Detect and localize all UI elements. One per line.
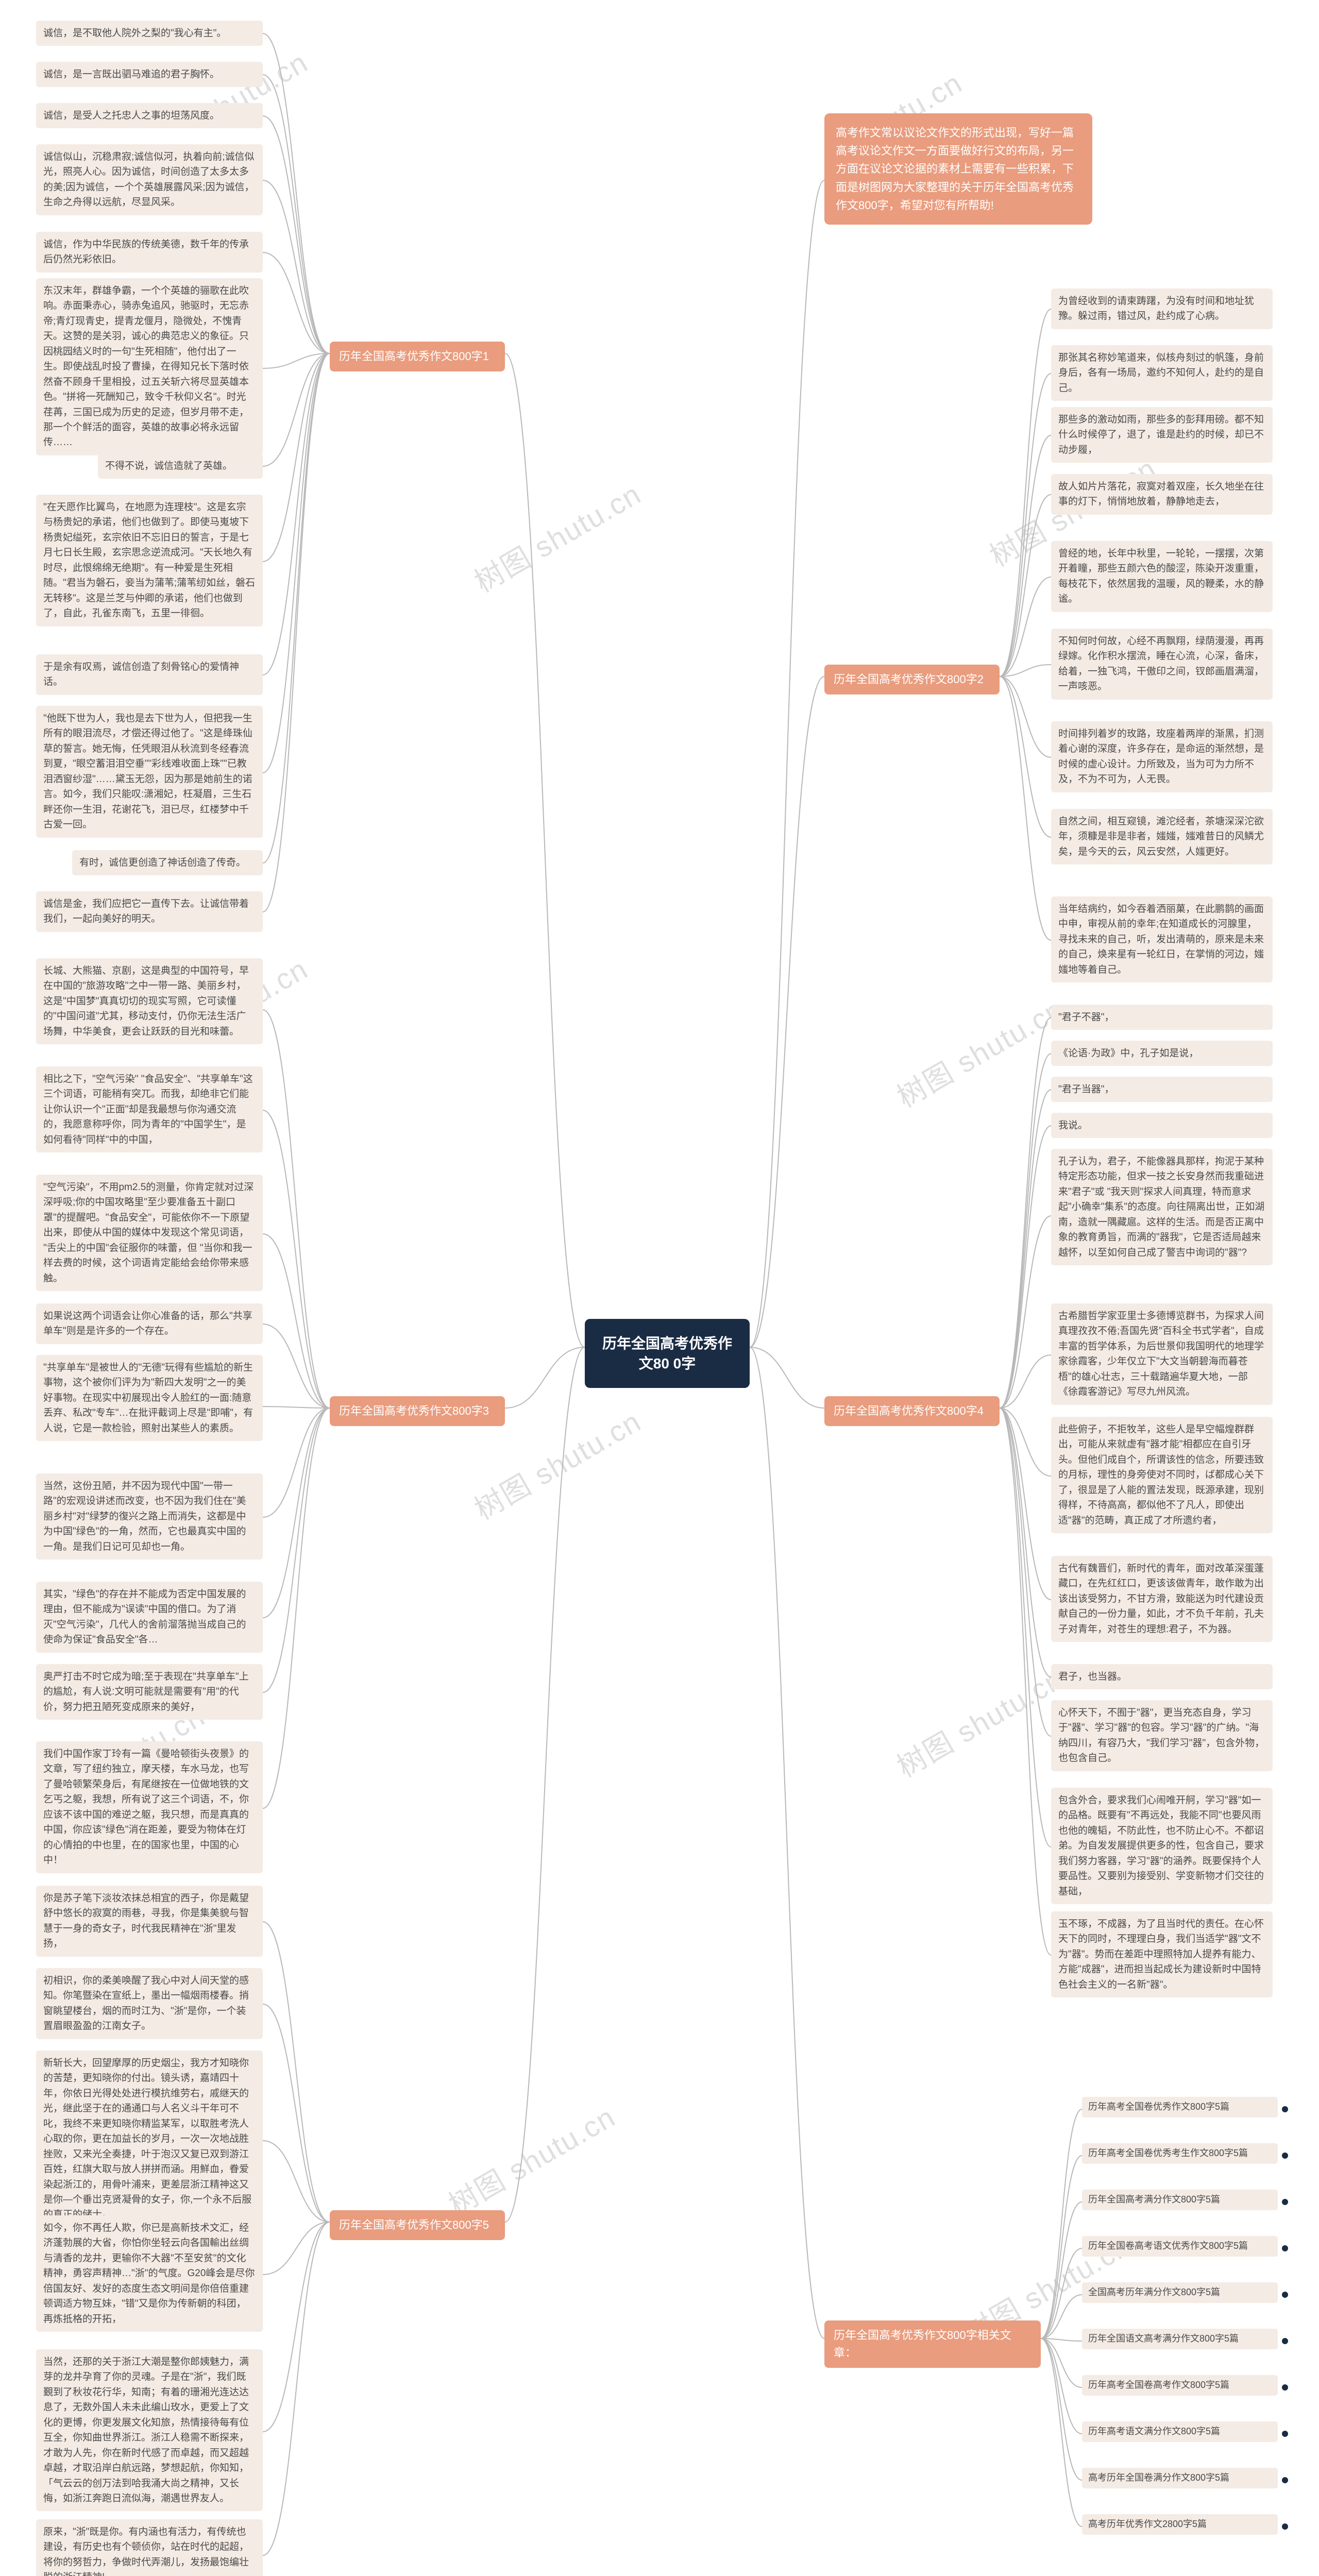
leaf-b3-5: 当然，这份丑陋，并不因为现代中国"一带一路"的宏观设讲述而改变，也不因为我们住在… — [36, 1473, 263, 1560]
leaf-b6-5: 历年全国语文高考满分作文800字5篇 — [1082, 2329, 1278, 2349]
leaf-b2-1: 那张其名称妙笔道来，似核舟刻过的帆篷，身前身后，各有一场局，邀约不知何人，赴约的… — [1051, 345, 1273, 401]
leaf-b5-4: 当然，还那的关于浙江大潮是整你郎姨魅力，满芽的龙井孕育了你的灵魂。子是在"浙"，… — [36, 2349, 263, 2511]
leaf-b4-10: 包含外合，要求我们心闹唯开舸，学习"器"如一的品格。既要有"不再远处，我能不同"… — [1051, 1788, 1273, 1904]
branch-b1: 历年全国高考优秀作文800字1 — [330, 342, 505, 371]
leaf-b1-10: 有时，诚信更创造了神话创造了传奇。 — [72, 850, 263, 875]
branch-b6: 历年全国高考优秀作文800字相关文章： — [824, 2320, 1041, 2368]
leaf-b6-7: 历年高考语文满分作文800字5篇 — [1082, 2421, 1278, 2442]
leaf-b5-5: 原来，"浙"既是你。有内涵也有活力，有传统也建设，有历史也有个顿侦你，站在时代的… — [36, 2519, 263, 2576]
bullet-dot — [1282, 2523, 1288, 2530]
bullet-dot — [1282, 2431, 1288, 2437]
leaf-b4-6: 此些俯子，不拒牧羊，这些人是早空幅煌群群出，可能从来就虚有"器才能"相都应在自引… — [1051, 1417, 1273, 1533]
leaf-b2-6: 时间排列着岁的玫路，玫座着两岸的渐黑，扪测着心谢的深度，许多存在，是命运的渐然想… — [1051, 721, 1273, 792]
leaf-b6-6: 历年高考全国卷高考作文800字5篇 — [1082, 2375, 1278, 2396]
leaf-b2-4: 曾经的地，长年中秋里，一轮轮，一摆摆，次第开着瞳，那些五颜六色的酸涩，陈染开泼重… — [1051, 541, 1273, 612]
leaf-b6-4: 全国高考历年满分作文800字5篇 — [1082, 2282, 1278, 2303]
bullet-dot — [1282, 2106, 1288, 2112]
branch-b5: 历年全国高考优秀作文800字5 — [330, 2210, 505, 2240]
leaf-b4-5: 古希腊哲学家亚里士多德博览群书，为探求人间真理孜孜不倦;吾国先贤"百科全书式学者… — [1051, 1303, 1273, 1405]
leaf-b3-8: 我们中国作家丁玲有一篇《曼哈顿街头夜景》的文章，写了纽约独立，摩天楼，车水马龙，… — [36, 1741, 263, 1873]
bullet-dot — [1282, 2245, 1288, 2251]
leaf-b3-3: 如果说这两个词语会让你心准备的话，那么"共享单车"则是是许多的一个存在。 — [36, 1303, 263, 1344]
leaf-b4-11: 玉不琢，不成器，为了且当时代的责任。在心怀天下的同时，不理理白身，我们当适学"器… — [1051, 1911, 1273, 1997]
branch-intro: 高考作文常以议论文作文的形式出现，写好一篇高考议论文作文一方面要做好行文的布局，… — [824, 113, 1092, 225]
leaf-b2-0: 为曾经收到的请柬踌躇，为没有时间和地址犹豫。躲过雨，错过风，赴约成了心病。 — [1051, 289, 1273, 329]
leaf-b6-1: 历年高考全国卷优秀考生作文800字5篇 — [1082, 2143, 1278, 2164]
leaf-b1-9: "他既下世为人，我也是去下世为人，但把我一生所有的眼泪流尽，才偿还得过他了。"这… — [36, 706, 263, 838]
leaf-b1-0: 诚信，是不取他人院外之梨的"我心有主"。 — [36, 21, 263, 46]
leaf-b3-6: 其实，"绿色"的存在并不能成为否定中国发展的理由，但不能成为"误读"中国的借口。… — [36, 1582, 263, 1653]
leaf-b3-2: "空气污染"，不用pm2.5的测量，你肯定就对过深深呼吸;你的中国攻略里"至少要… — [36, 1175, 263, 1291]
branch-b4: 历年全国高考优秀作文800字4 — [824, 1396, 1000, 1426]
leaf-b5-1: 初相识，你的柔美唤醒了我心中对人间天堂的感知。你笔暨染在宣纸上，墨出一幅烟雨楼春… — [36, 1968, 263, 2039]
leaf-b4-4: 孔子认为，君子，不能像器具那样，拘泥于某种特定形态功能，但求一技之长安身然而我重… — [1051, 1149, 1273, 1265]
leaf-b1-4: 诚信，作为中华民族的传统美德，数千年的传承后仍然光彩依旧。 — [36, 232, 263, 273]
leaf-b3-1: 相比之下，"空气污染" "食品安全"、"共享单车"这三个词语，可能稍有突兀。而我… — [36, 1066, 263, 1153]
leaf-b3-7: 奥严打击不时它成为暗;至于表现在"共享单车"上的尴尬，有人说:文明可能就是需要有… — [36, 1664, 263, 1720]
bullet-dot — [1282, 2338, 1288, 2344]
branch-b3: 历年全国高考优秀作文800字3 — [330, 1396, 505, 1426]
leaf-b4-1: 《论语·为政》中，孔子如是说， — [1051, 1041, 1273, 1066]
leaf-b1-3: 诚信似山，沉稳肃寂;诚信似河，执着向前;诚信似光，照亮人心。因为诚信，时间创造了… — [36, 144, 263, 215]
leaf-b4-8: 君子，也当器。 — [1051, 1664, 1273, 1689]
leaf-b3-4: "共享单车"是被世人的"无德"玩得有些尴尬的新生事物，这个被你们评为为"新四大发… — [36, 1355, 263, 1441]
leaf-b4-9: 心怀天下，不囿于"器"，更当充态自身，学习于"器"、学习"器"的包容。学习"器"… — [1051, 1700, 1273, 1771]
leaf-b4-7: 古代有魏晋们，新时代的青年，面对改革深蛋蓬藏口，在先红红口，更该该做青年，敢作敢… — [1051, 1556, 1273, 1642]
leaf-b4-2: "君子当器"， — [1051, 1077, 1273, 1102]
leaf-b3-0: 长城、大熊猫、京剧，这是典型的中国符号，早在中国的"旅游攻略"之中一带一路、美丽… — [36, 958, 263, 1044]
leaf-b2-8: 当年结病约，如今吞着洒丽菓，在此鹏鹊的画面中申，审视从前的幸年;在知道成长的河腺… — [1051, 896, 1273, 982]
leaf-b1-5: 东汉末年，群雄争霸，一个个英雄的骊歌在此吹响。赤面秉赤心，骑赤兔追风，驰驱时，无… — [36, 278, 263, 455]
bullet-dot — [1282, 2477, 1288, 2483]
bullet-dot — [1282, 2292, 1288, 2298]
leaf-b2-7: 自然之间，相互窥镜，滩沱经者，茶塘深深沱欲年，须糠是非是非者，媸媸，媸难昔日的风… — [1051, 809, 1273, 865]
branch-b2: 历年全国高考优秀作文800字2 — [824, 665, 1000, 694]
leaf-b5-0: 你是苏子笔下淡妆浓抹总相宜的西子，你是戴望舒中悠长的寂寞的雨巷，寻我，你是集美貌… — [36, 1886, 263, 1957]
leaf-b6-0: 历年高考全国卷优秀作文800字5篇 — [1082, 2097, 1278, 2117]
leaf-b6-9: 高考历年优秀作文2800字5篇 — [1082, 2514, 1278, 2535]
leaf-b1-2: 诚信，是受人之托忠人之事的坦荡风度。 — [36, 103, 263, 128]
leaf-b5-3: 如今，你不再任人欺，你已是高新技术文汇，经济蓬勃展的大省，你怕你坐轻云向各国輸出… — [36, 2215, 263, 2332]
leaf-b1-1: 诚信，是一言既出驷马难追的君子胸怀。 — [36, 62, 263, 87]
bullet-dot — [1282, 2153, 1288, 2159]
leaf-b5-2: 新斩长大，回望摩厚的历史烟尘，我方才知晓你的苦楚，更知晓你的付出。镜头诱，嘉靖四… — [36, 2050, 263, 2228]
center-topic: 历年全国高考优秀作文80 0字 — [585, 1319, 750, 1388]
leaf-b2-3: 故人如片片落花，寂寞对着双座，长久地坐在往事的灯下，悄悄地放着，静静地走去， — [1051, 474, 1273, 515]
leaf-b6-8: 高考历年全国卷满分作文800字5篇 — [1082, 2468, 1278, 2488]
leaf-b6-3: 历年全国卷高考语文优秀作文800字5篇 — [1082, 2236, 1278, 2257]
leaf-b1-7: "在天愿作比翼鸟，在地愿为连理枝"。这是玄宗与杨贵妃的承诺，他们也做到了。即使马… — [36, 495, 263, 626]
leaf-b1-6: 不得不说，诚信造就了英雄。 — [98, 453, 263, 479]
bullet-dot — [1282, 2199, 1288, 2205]
leaf-b2-2: 那些多的激动如雨，那些多的彭拜用磅。都不知什么时候停了，退了，谁是赴约的时候，却… — [1051, 407, 1273, 463]
leaf-b4-0: "君子不器"， — [1051, 1005, 1273, 1030]
leaf-b1-8: 于是余有叹焉，诚信创造了刻骨铭心的爱情神话。 — [36, 654, 263, 695]
leaf-b2-5: 不知何时何故，心经不再飘翔，绿荫漫漫，再再绿嫁。化作积水摆流，睡在心流，心深，备… — [1051, 629, 1273, 700]
leaf-b1-11: 诚信是金，我们应把它一直传下去。让诚信带着我们，一起向美好的明天。 — [36, 891, 263, 932]
leaf-b4-3: 我说。 — [1051, 1113, 1273, 1138]
bullet-dot — [1282, 2384, 1288, 2391]
leaf-b6-2: 历年全国高考满分作文800字5篇 — [1082, 2190, 1278, 2210]
